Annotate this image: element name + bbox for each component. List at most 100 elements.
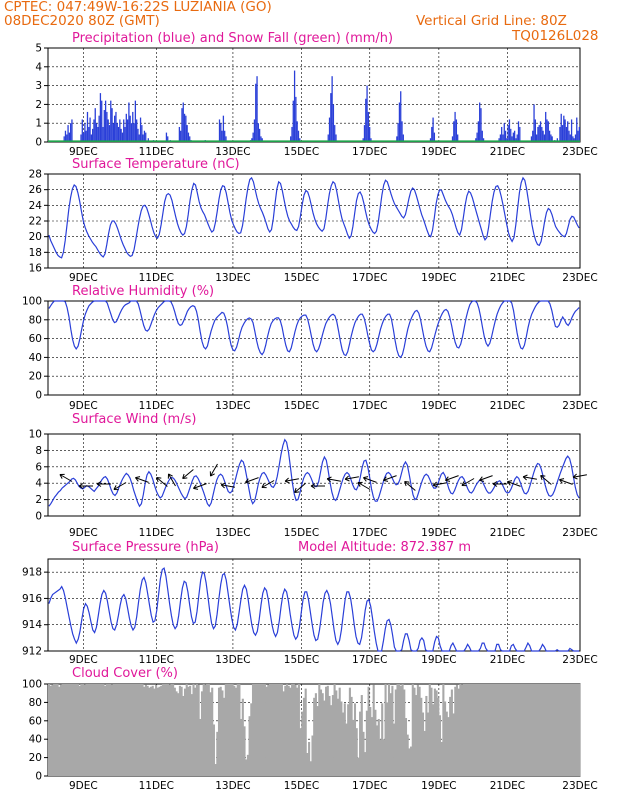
cloud-cover-bar (535, 684, 538, 776)
precip-bar (400, 91, 402, 142)
cloud-cover-bar (430, 687, 433, 776)
temp-ytick-label: 26 (29, 184, 43, 196)
cloud-cover-bar (410, 746, 413, 776)
precip-bar (85, 130, 87, 142)
cloud-cover-bar (277, 684, 280, 776)
precip-xlabel: 21DEC (490, 146, 525, 158)
cloud-cover-bar (161, 684, 164, 776)
cloud-cover-bar (268, 684, 272, 776)
wind-title: Surface Wind (m/s) (72, 412, 196, 427)
cloud-cover-bar (359, 711, 362, 776)
precip-ytick-label: 5 (35, 43, 42, 55)
precip-bar (71, 119, 73, 142)
cloud-cover-bar (297, 684, 300, 776)
precip-bar (503, 123, 505, 142)
cloud-cover-bar (296, 687, 299, 776)
precip-bar (538, 125, 540, 142)
cloud-cover-bar (466, 684, 469, 776)
precip-bar (568, 130, 570, 142)
rh-xlabel: 19DEC (421, 400, 456, 412)
precip-bar (139, 117, 142, 142)
temp-xlabel: 19DEC (421, 272, 456, 284)
cloud-cover-bar (325, 686, 328, 776)
cloud-cover-bar (53, 684, 56, 776)
cloud-cover-bar (311, 735, 314, 776)
precip-bar (120, 128, 122, 142)
cloud-cover-bar (117, 684, 120, 776)
cloud-cover-bar (98, 684, 102, 776)
wind-direction-arrow-icon (357, 481, 371, 490)
cloud-cover-bar (272, 684, 275, 776)
cloud-cover-bar (314, 693, 317, 776)
precip-xlabel: 23DEC (562, 146, 597, 158)
cloud-cover-bar (226, 684, 229, 776)
rh-ytick-label: 100 (22, 296, 42, 308)
cloud-cover-bar (217, 687, 221, 776)
wind-direction-arrow-icon (479, 475, 493, 482)
precip-bar (165, 132, 168, 142)
cloud-cover-bar (452, 713, 455, 776)
cloud-cover-bar (369, 707, 372, 776)
cloud-cover-bar (362, 731, 365, 776)
precip-bar (129, 115, 131, 142)
cloud-cover-bar (121, 684, 124, 776)
precip-bar (569, 134, 571, 142)
precip-bar (189, 136, 191, 142)
cloud-cover-bar (498, 684, 501, 776)
precip-bar (431, 126, 433, 142)
cloud-cover-bar (87, 684, 90, 776)
wind-direction-arrow-icon (220, 482, 235, 489)
cloud-cover-bar (90, 684, 93, 776)
precip-bar (88, 126, 90, 142)
cloud-cover-bar (578, 684, 581, 776)
cloud-cover-bar (75, 684, 78, 776)
precip-bar (535, 134, 538, 142)
precip-bar (295, 96, 297, 142)
cloud-cover-bar (336, 698, 340, 776)
cloud-cover-bar (190, 694, 193, 776)
cloud-cover-bar (321, 693, 324, 776)
cloud-ytick-label: 0 (35, 771, 42, 783)
precip-bar (541, 126, 543, 142)
cloud-cover-bar (574, 684, 578, 776)
precip-bar (258, 128, 261, 142)
precip-bar (534, 119, 536, 142)
precip-bar (297, 130, 300, 142)
precip-bar (90, 134, 93, 142)
cloud-cover-bar (163, 684, 166, 776)
cloud-cover-bar (501, 684, 504, 776)
cloud-cover-bar (569, 684, 572, 776)
cloud-cover-bar (326, 685, 329, 776)
cloud-cover-bar (64, 684, 68, 776)
precip-bar (574, 134, 577, 142)
wind-direction-arrow-icon (445, 475, 459, 482)
precip-bar (519, 126, 521, 142)
cloud-cover-bar (284, 685, 287, 776)
pres-title: Surface Pressure (hPa) (72, 540, 219, 555)
pres-xlabel: 17DEC (352, 654, 387, 666)
cloud-cover-bar (71, 684, 74, 776)
wind-xlabel: 13DEC (215, 527, 250, 539)
cloud-cover-bar (197, 684, 200, 776)
cloud-cover-bar (234, 687, 238, 776)
precip-bar (335, 134, 337, 142)
precip-bar (506, 138, 508, 142)
precip-bar (451, 136, 454, 142)
cloud-cover-bar (189, 685, 192, 776)
precip-bar (114, 115, 116, 142)
cloud-cover-bar (131, 684, 134, 776)
temp-xlabel: 13DEC (215, 272, 250, 284)
cloud-cover-bar (442, 684, 445, 776)
precip-bar (185, 115, 187, 142)
precip-bar (132, 111, 134, 142)
temp-ytick-label: 24 (29, 200, 43, 212)
cloud-cover-bar (386, 702, 389, 776)
cloud-cover-bar (258, 684, 261, 776)
precip-bar (84, 123, 86, 142)
cloud-cover-bar (292, 684, 295, 776)
cloud-cover-bar (408, 748, 411, 776)
cloud-cover-bar (353, 703, 357, 776)
wind-direction-arrow-icon (294, 483, 306, 493)
temp-ytick-label: 18 (29, 247, 42, 259)
wind-ytick-label: 0 (35, 511, 42, 523)
